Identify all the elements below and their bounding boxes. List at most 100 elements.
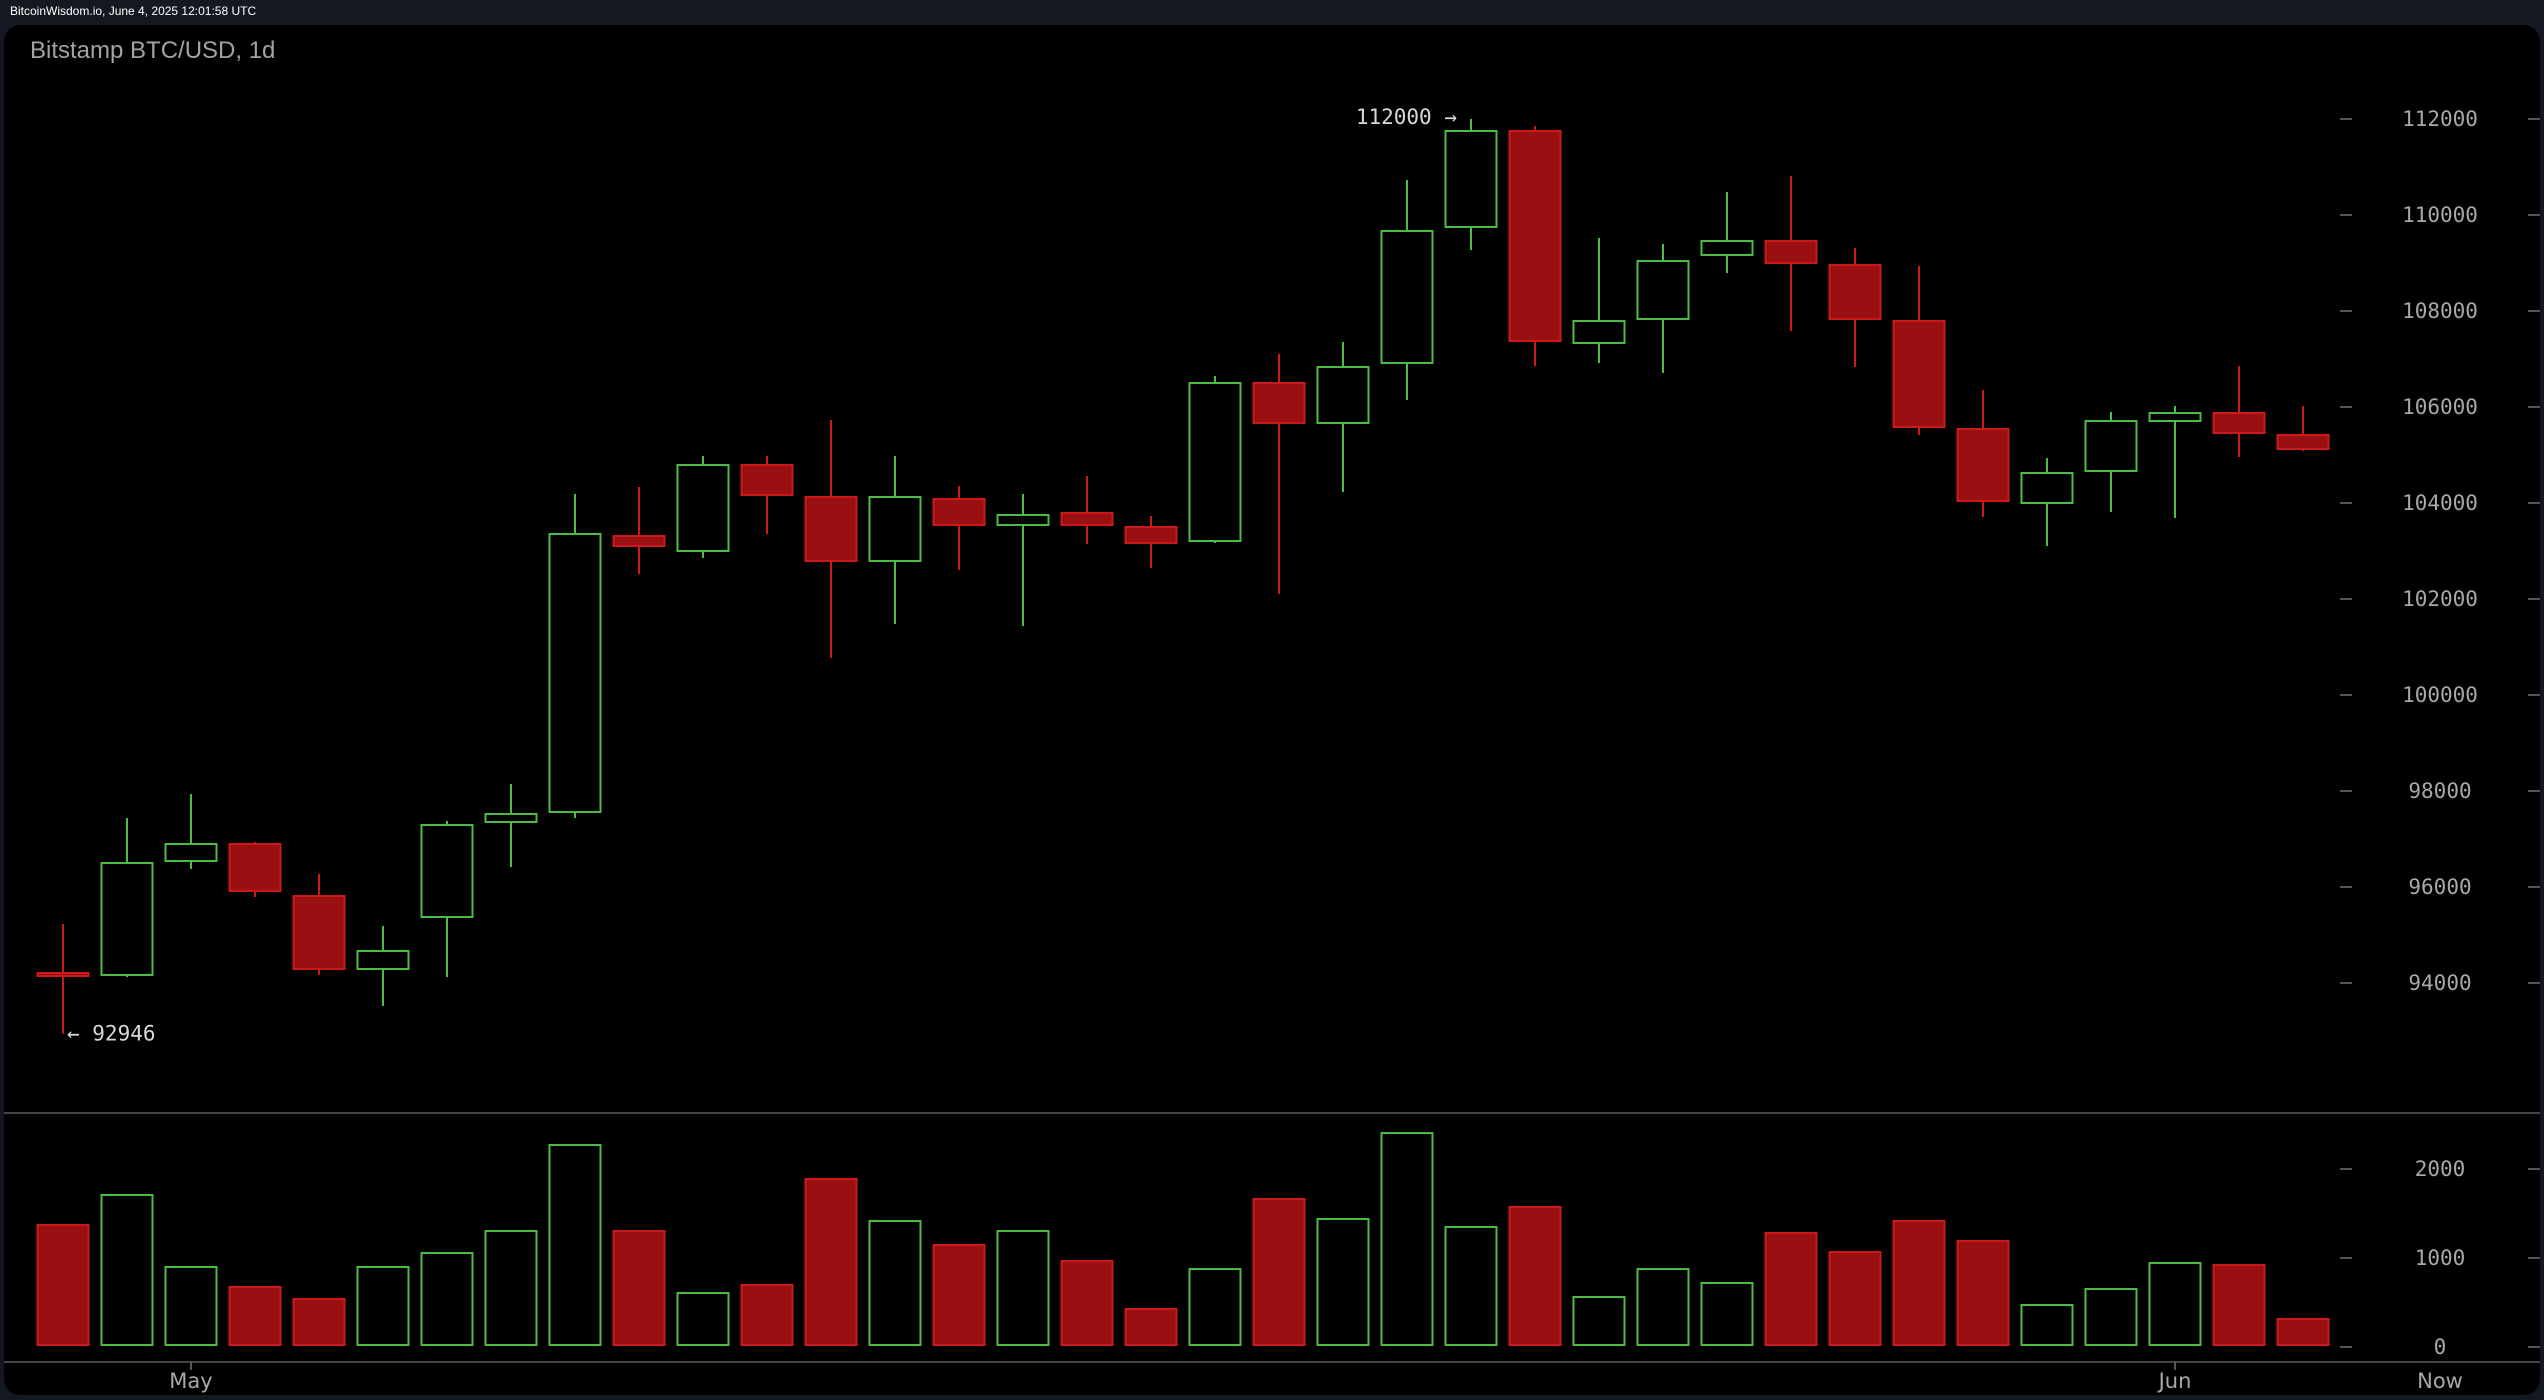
volume-bar[interactable] xyxy=(1636,1268,1690,1347)
candle[interactable] xyxy=(1764,176,1818,332)
candle[interactable] xyxy=(1956,390,2010,518)
candle[interactable] xyxy=(2020,458,2074,547)
volume-bar[interactable] xyxy=(2212,1264,2266,1347)
volume-bar[interactable] xyxy=(1892,1219,1946,1346)
candle[interactable] xyxy=(932,486,986,571)
candle-body xyxy=(1380,229,1434,364)
volume-bar[interactable] xyxy=(548,1143,602,1346)
volume-bar[interactable] xyxy=(484,1230,538,1346)
high-price-annotation: 112000 → xyxy=(1356,105,1457,129)
volume-bar[interactable] xyxy=(804,1177,858,1347)
volume-bar[interactable] xyxy=(932,1244,986,1346)
candle[interactable] xyxy=(1892,266,1946,435)
candle[interactable] xyxy=(1316,342,1370,493)
candle[interactable] xyxy=(1572,237,1626,363)
candle[interactable] xyxy=(484,783,538,867)
candle[interactable] xyxy=(676,456,730,559)
candle[interactable] xyxy=(1252,354,1306,595)
candle[interactable] xyxy=(1508,126,1562,367)
volume-bar[interactable] xyxy=(1188,1268,1242,1347)
candle-body xyxy=(1828,264,1882,321)
candle[interactable] xyxy=(100,818,154,977)
source-timestamp: BitcoinWisdom.io, June 4, 2025 12:01:58 … xyxy=(10,4,257,18)
volume-bar[interactable] xyxy=(1700,1282,1754,1347)
candle[interactable] xyxy=(1124,516,1178,568)
candle[interactable] xyxy=(612,487,666,574)
price-tick-label: 94000 xyxy=(2408,971,2471,995)
volume-tick-label: 1000 xyxy=(2415,1246,2466,1270)
volume-bar[interactable] xyxy=(676,1291,730,1347)
volume-bar[interactable] xyxy=(1956,1240,2010,1346)
volume-bar[interactable] xyxy=(1124,1307,1178,1346)
candle[interactable] xyxy=(228,842,282,897)
volume-bar[interactable] xyxy=(420,1252,474,1346)
candle[interactable] xyxy=(164,794,218,869)
volume-bar[interactable] xyxy=(868,1219,922,1346)
candle[interactable] xyxy=(1700,192,1754,273)
candle[interactable] xyxy=(2276,405,2330,452)
volume-bar[interactable] xyxy=(2148,1261,2202,1347)
volume-bar[interactable] xyxy=(996,1230,1050,1346)
volume-bar[interactable] xyxy=(1252,1197,1306,1347)
candle[interactable] xyxy=(1444,119,1498,250)
volume-bar[interactable] xyxy=(1572,1295,1626,1347)
volume-bars-layer xyxy=(36,1132,2330,1347)
candle[interactable] xyxy=(740,456,794,535)
candle[interactable] xyxy=(420,821,474,977)
volume-bar[interactable] xyxy=(2084,1287,2138,1347)
volume-bar[interactable] xyxy=(164,1265,218,1347)
candle-body xyxy=(228,842,282,892)
volume-bar[interactable] xyxy=(292,1298,346,1347)
candle[interactable] xyxy=(2148,405,2202,519)
volume-bar[interactable] xyxy=(228,1286,282,1347)
volume-bar[interactable] xyxy=(2020,1303,2074,1346)
candle[interactable] xyxy=(1060,476,1114,544)
candle-body xyxy=(484,812,538,824)
candle[interactable] xyxy=(292,873,346,975)
volume-bar[interactable] xyxy=(1444,1226,1498,1346)
candle-body xyxy=(1444,130,1498,228)
volume-bar[interactable] xyxy=(1380,1132,1434,1346)
volume-bar[interactable] xyxy=(1764,1231,1818,1346)
candle[interactable] xyxy=(804,420,858,658)
chart-panel: 112000 110000 108000 106000 104000 102000 1000… xyxy=(4,25,2540,1395)
volume-bar[interactable] xyxy=(36,1223,90,1346)
volume-bar[interactable] xyxy=(1828,1251,1882,1346)
x-axis: May Jun Now xyxy=(169,1362,2463,1393)
candle[interactable] xyxy=(36,924,90,1034)
candle-body xyxy=(2020,472,2074,504)
volume-bar[interactable] xyxy=(1316,1218,1370,1346)
candle[interactable] xyxy=(548,494,602,819)
candle[interactable] xyxy=(1636,243,1690,374)
candle-body xyxy=(356,949,410,970)
candle[interactable] xyxy=(356,926,410,1006)
volume-bar[interactable] xyxy=(1508,1206,1562,1347)
candle-body xyxy=(420,823,474,919)
candle-body xyxy=(2084,420,2138,472)
candle[interactable] xyxy=(2212,366,2266,458)
candle[interactable] xyxy=(1828,248,1882,368)
candle-body xyxy=(2148,412,2202,423)
x-tick-label: Jun xyxy=(2157,1369,2192,1393)
candle-body xyxy=(2276,433,2330,451)
candlestick-chart[interactable]: 112000 110000 108000 106000 104000 102000 1000… xyxy=(4,25,2540,1395)
candle[interactable] xyxy=(868,456,922,625)
volume-tick-label: 0 xyxy=(2434,1335,2447,1359)
x-tick-label: Now xyxy=(2417,1369,2463,1393)
volume-bar[interactable] xyxy=(1060,1260,1114,1346)
candle[interactable] xyxy=(996,494,1050,627)
low-price-annotation: ← 92946 xyxy=(67,1022,156,1046)
candle-body xyxy=(1252,382,1306,424)
candle[interactable] xyxy=(1188,375,1242,543)
volume-bar[interactable] xyxy=(2276,1317,2330,1346)
volume-bar[interactable] xyxy=(356,1265,410,1347)
candle[interactable] xyxy=(2084,411,2138,513)
volume-bar[interactable] xyxy=(740,1283,794,1347)
candle-body xyxy=(1060,511,1114,526)
candle[interactable] xyxy=(1380,180,1434,400)
volume-bar[interactable] xyxy=(612,1230,666,1346)
candle-body xyxy=(1188,382,1242,543)
volume-bar[interactable] xyxy=(100,1193,154,1347)
candle-body xyxy=(36,972,90,978)
candle-body xyxy=(804,496,858,562)
